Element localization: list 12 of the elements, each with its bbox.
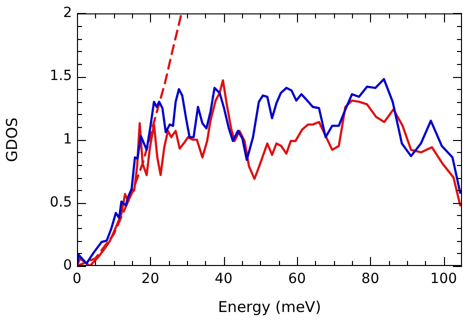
x-tick-label: 80	[361, 271, 380, 288]
x-tick-label: 40	[214, 271, 233, 288]
x-tick-label: 60	[288, 271, 306, 288]
y-tick-label: 0.5	[50, 194, 72, 210]
y-tick-label: 1.5	[50, 68, 72, 84]
y-tick-label: 0	[63, 258, 72, 274]
x-tick-label: 20	[141, 271, 160, 288]
y-tick-label: 1	[63, 131, 72, 148]
x-tick-label: 100	[430, 271, 458, 288]
y-tick-label: 2	[63, 5, 72, 22]
y-axis-title: GDOS	[2, 117, 21, 162]
x-axis-title: Energy (meV)	[218, 298, 322, 316]
